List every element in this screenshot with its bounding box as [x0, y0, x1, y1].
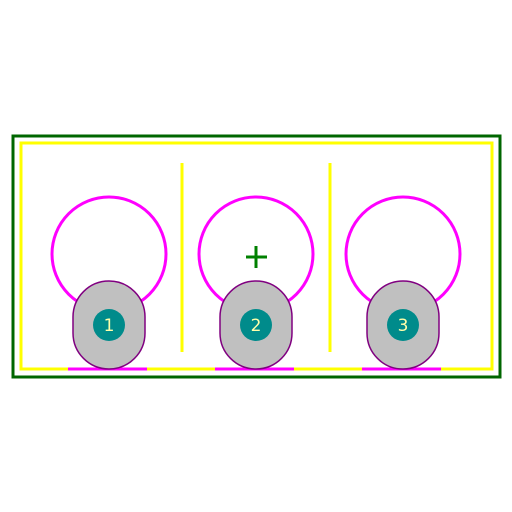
drill-hole [93, 309, 125, 341]
crosshair-icon [246, 246, 267, 268]
courtyard-outline [11, 134, 502, 379]
pad-number-label: 3 [398, 316, 409, 336]
pad-number-label: 2 [251, 316, 262, 336]
pad-number-label: 1 [104, 316, 115, 336]
drill-hole [387, 309, 419, 341]
pin-group: 1 2 3 [50, 195, 462, 371]
drill-hole [240, 309, 272, 341]
